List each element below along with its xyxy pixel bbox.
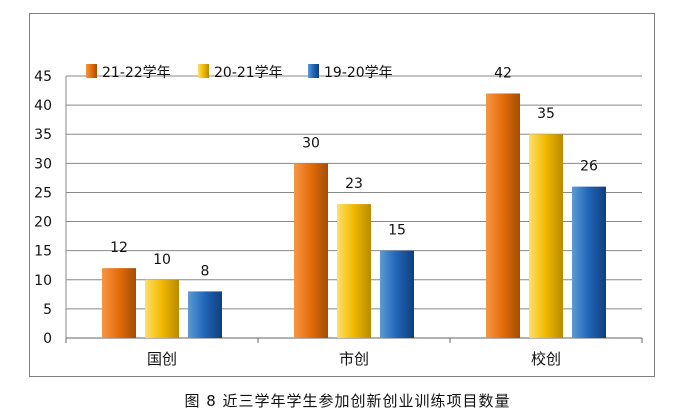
- y-tick-label: 35: [34, 127, 52, 143]
- y-tick-label: 20: [34, 215, 52, 231]
- legend-label: 20-21学年: [214, 65, 283, 81]
- data-labels: 12 10 8 30 23 15 42 35 26: [110, 65, 598, 279]
- y-tick-label: 5: [43, 302, 52, 318]
- data-label: 15: [388, 223, 406, 239]
- x-tick-label: 市创: [339, 350, 369, 368]
- legend-swatch: [86, 64, 97, 78]
- y-tick-label: 30: [34, 156, 52, 172]
- bar: [486, 93, 520, 338]
- bar: [380, 250, 414, 338]
- bar: [188, 291, 222, 338]
- y-tick-label: 0: [43, 331, 52, 347]
- legend-swatch: [308, 64, 319, 78]
- data-label: 26: [580, 159, 598, 175]
- bar-chart: 0 5 10 15 20 25 30 35 40 45 国创 市创 校创 12 10 8 30 23 15 42 35…: [34, 64, 643, 368]
- data-label: 8: [201, 263, 210, 279]
- data-label: 12: [110, 240, 128, 256]
- legend-label: 21-22学年: [102, 65, 171, 81]
- data-label: 35: [537, 106, 555, 122]
- bar: [337, 204, 371, 338]
- data-label: 42: [494, 65, 512, 81]
- legend: 21-22学年 20-21学年 19-20学年: [86, 64, 393, 81]
- bar: [102, 268, 136, 338]
- figure-caption: 图 8 近三学年学生参加创新创业训练项目数量: [184, 392, 511, 410]
- y-tick-label: 40: [34, 98, 52, 114]
- legend-label: 19-20学年: [324, 65, 393, 81]
- data-label: 23: [345, 176, 363, 192]
- data-label: 10: [153, 252, 171, 268]
- bars: [102, 93, 606, 338]
- legend-swatch: [198, 64, 209, 78]
- y-tick-label: 45: [34, 69, 52, 85]
- bar: [572, 186, 606, 338]
- bar: [529, 134, 563, 338]
- y-tick-label: 25: [34, 185, 52, 201]
- x-tick-label: 国创: [147, 350, 177, 368]
- y-tick-label: 10: [34, 273, 52, 289]
- bar: [294, 163, 328, 338]
- data-label: 30: [302, 135, 320, 151]
- x-tick-label: 校创: [531, 350, 561, 368]
- y-tick-label: 15: [34, 244, 52, 260]
- bar: [145, 279, 179, 338]
